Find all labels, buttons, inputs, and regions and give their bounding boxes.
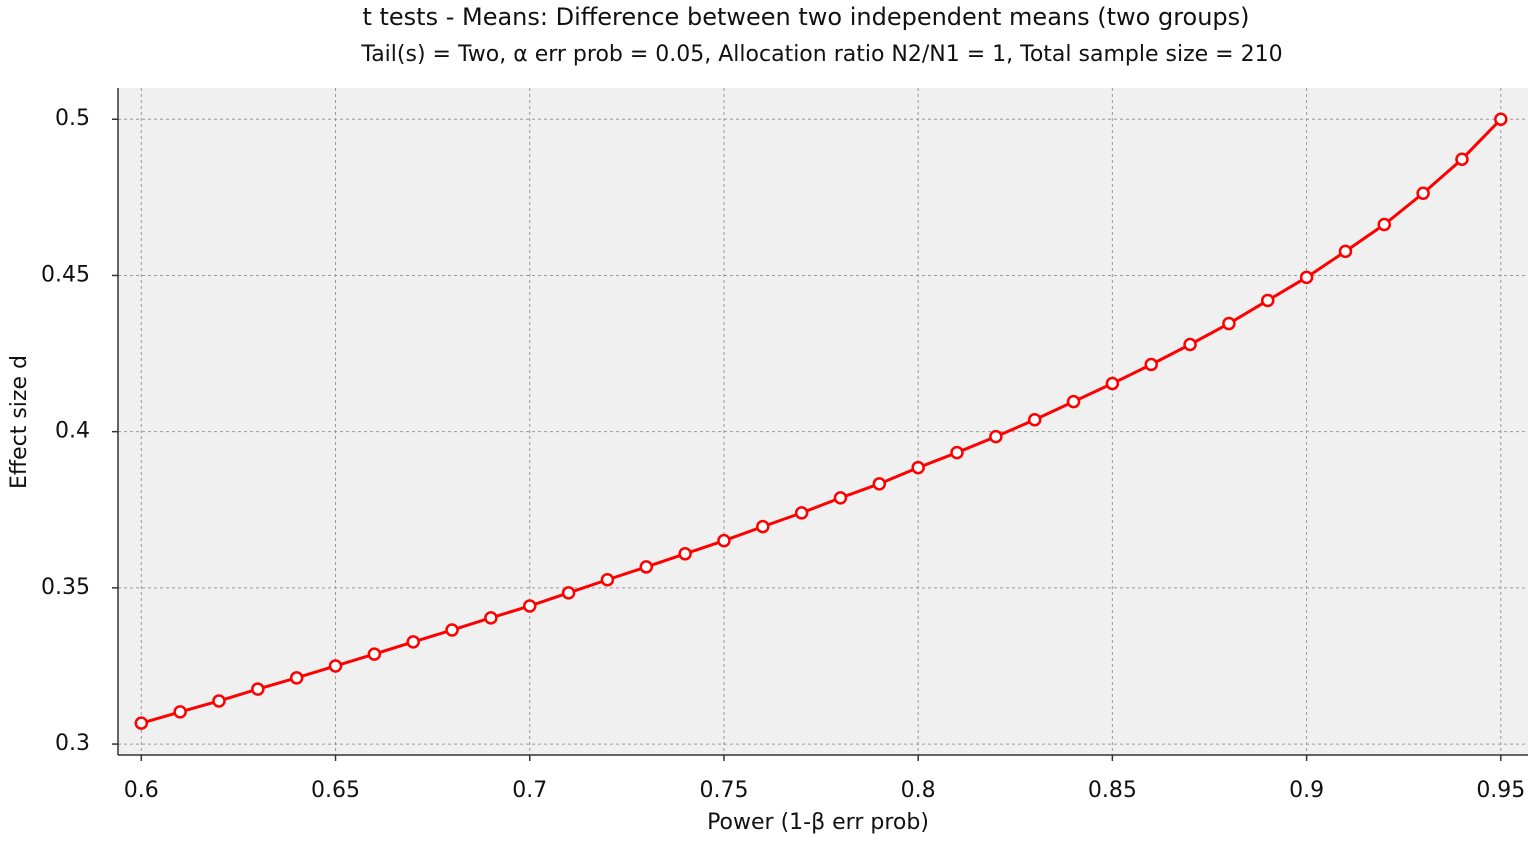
chart-subtitle: Tail(s) = Two, α err prob = 0.05, Alloca…: [360, 42, 1282, 67]
data-point: [950, 445, 964, 460]
data-point: [134, 716, 149, 730]
x-tick-label: 0.85: [1088, 778, 1137, 803]
data-point: [561, 586, 576, 600]
data-point: [756, 519, 770, 534]
data-point: [1105, 376, 1120, 391]
x-tick-label: 0.65: [311, 778, 360, 803]
data-point: [522, 599, 537, 613]
data-point: [212, 694, 226, 708]
data-point: [445, 623, 459, 637]
data-point: [1299, 270, 1314, 285]
data-point: [989, 429, 1003, 444]
data-point: [833, 491, 848, 505]
data-point: [794, 506, 809, 520]
x-tick-label: 0.7: [512, 778, 547, 803]
x-tick-label: 0.95: [1476, 778, 1525, 803]
y-tick-label: 0.3: [55, 731, 90, 756]
data-point: [1338, 244, 1353, 259]
data-point: [367, 647, 382, 661]
y-tick-label: 0.4: [55, 419, 90, 444]
x-axis-label: Power (1-β err prob): [707, 810, 929, 835]
data-point: [484, 611, 498, 625]
data-point: [1027, 413, 1042, 427]
data-point: [328, 659, 343, 673]
chart-title: t tests - Means: Difference between two …: [362, 3, 1249, 31]
x-tick-label: 0.75: [699, 778, 748, 803]
data-line: [140, 118, 1502, 725]
data-point: [717, 533, 731, 548]
data-point: [1494, 112, 1508, 126]
data-point: [600, 572, 615, 587]
data-point: [1377, 217, 1392, 232]
data-point: [1066, 394, 1081, 409]
data-point: [289, 671, 304, 685]
data-point: [251, 682, 265, 696]
x-tick-label: 0.9: [1289, 778, 1324, 803]
data-point: [872, 477, 887, 491]
data-point: [173, 705, 187, 719]
data-point: [1183, 337, 1197, 352]
y-axis-label: Effect size d: [7, 355, 32, 489]
data-point: [639, 560, 654, 574]
data-point: [406, 635, 420, 649]
data-point: [1222, 316, 1236, 331]
data-point: [1416, 186, 1430, 201]
data-point: [1261, 293, 1275, 308]
plot-area: [118, 88, 1528, 755]
grid: [118, 88, 1528, 755]
y-tick-label: 0.5: [55, 106, 90, 131]
x-tick-label: 0.6: [124, 778, 159, 803]
data-point: [1455, 152, 1469, 166]
data-point: [911, 460, 925, 475]
x-tick-label: 0.8: [901, 778, 936, 803]
data-point: [1144, 357, 1158, 372]
y-tick-label: 0.45: [41, 262, 90, 287]
y-tick-label: 0.35: [41, 575, 90, 600]
data-point: [678, 547, 692, 561]
